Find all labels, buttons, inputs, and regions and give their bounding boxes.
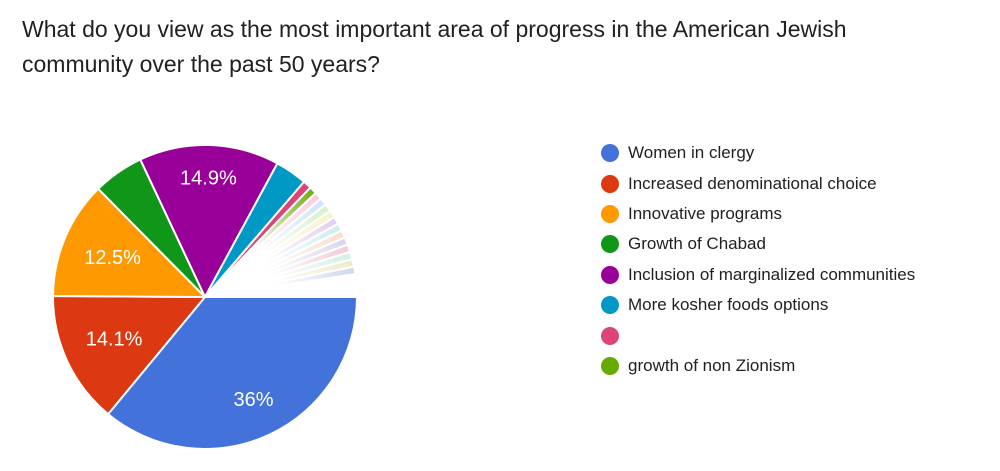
legend-label: Increased denominational choice [628,173,877,193]
legend-label: growth of non Zionism [628,355,796,375]
chart-legend: Women in clergy Increased denominational … [601,138,915,381]
legend-color-dot [601,356,619,375]
slice-percent-label: 14.9% [180,168,237,190]
pie-slice[interactable] [51,295,206,416]
pie-slice[interactable] [139,144,279,298]
legend-label: Inclusion of marginalized communities [628,264,916,284]
pie-chart[interactable]: 36% 14.1% 12.5% 14.9% [40,130,370,465]
legend-label: Women in clergy [628,143,755,163]
legend-item: growth of non Zionism [601,351,915,381]
legend-color-dot [601,144,619,163]
legend-label: Innovative programs [628,203,783,223]
legend-label: Growth of Chabad [628,234,766,254]
legend-color-dot [601,174,619,193]
legend-item: Inclusion of marginalized communities [601,260,915,290]
legend-item: Increased denominational choice [601,168,915,198]
slice-percent-label: 12.5% [84,247,141,269]
legend-item: Innovative programs [601,199,915,229]
legend-color-dot [601,296,619,315]
legend-item [601,320,915,350]
legend-color-dot [601,326,619,345]
legend-color-dot [601,265,619,284]
legend-item: Women in clergy [601,138,915,168]
legend-label: More kosher foods options [628,295,829,315]
legend-color-dot [601,235,619,254]
pie-slice[interactable] [52,187,206,298]
others-fade-overlay [205,187,357,297]
slice-percent-label: 36% [233,389,273,411]
pie-slice[interactable] [107,296,358,450]
legend-item: Growth of Chabad [601,229,915,259]
legend-color-dot [601,204,619,223]
legend-item: More kosher foods options [601,290,915,320]
question-title: What do you view as the most important a… [22,16,847,77]
slice-percent-label: 14.1% [86,328,143,350]
